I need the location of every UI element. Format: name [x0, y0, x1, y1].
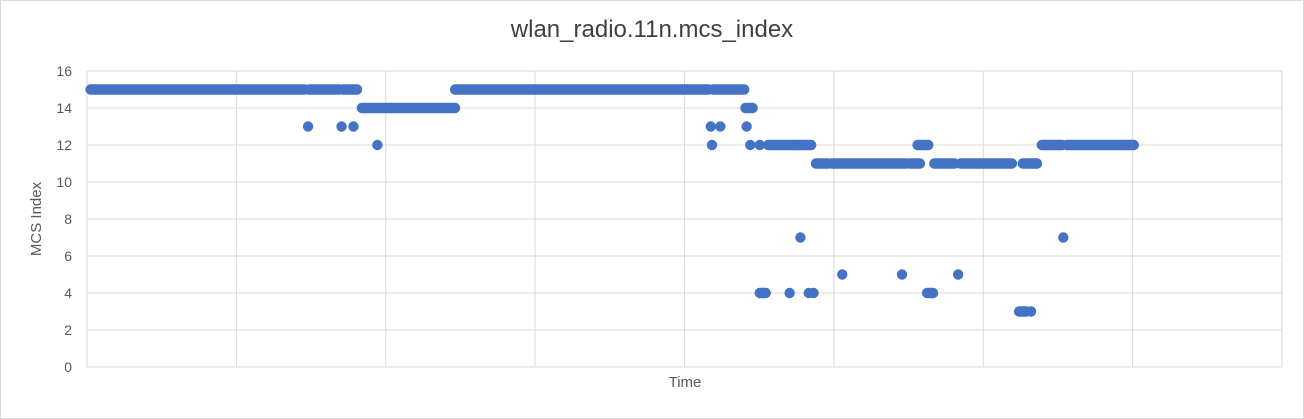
- y-tick-label: 12: [56, 137, 72, 153]
- data-point: [745, 139, 756, 151]
- data-point: [1025, 306, 1037, 317]
- data-point: [896, 269, 908, 280]
- data-point: [791, 139, 803, 151]
- y-tick-label: 6: [64, 248, 72, 264]
- y-tick-label: 16: [56, 63, 72, 79]
- data-point: [1058, 232, 1069, 243]
- x-axis-label: Time: [669, 374, 702, 391]
- data-point: [784, 287, 795, 299]
- data-point: [837, 269, 848, 280]
- y-tick-label: 0: [64, 359, 72, 375]
- data-point: [741, 121, 752, 132]
- y-tick-label: 2: [64, 322, 72, 338]
- chart-title: wlan_radio.11n.mcs_index: [510, 16, 794, 43]
- grid-layer: [86, 70, 1283, 368]
- data-points: [85, 84, 1140, 317]
- data-point: [952, 269, 964, 280]
- data-point: [795, 232, 806, 243]
- y-tick-label: 8: [64, 211, 72, 227]
- data-point: [336, 121, 347, 132]
- data-point: [302, 121, 314, 132]
- data-point: [372, 139, 383, 151]
- y-tick-label: 14: [56, 100, 72, 116]
- data-point: [715, 121, 726, 132]
- data-point: [1030, 158, 1042, 169]
- data-point: [808, 287, 819, 299]
- data-point: [754, 139, 765, 151]
- y-tick-labels: 0 2 4 6 8 10 12 14 16: [56, 63, 72, 375]
- y-axis-label: MCS Index: [28, 181, 45, 256]
- y-tick-label: 4: [64, 285, 72, 301]
- data-point: [706, 139, 718, 151]
- data-point: [705, 121, 716, 132]
- y-tick-label: 10: [56, 174, 72, 190]
- data-point: [348, 121, 359, 132]
